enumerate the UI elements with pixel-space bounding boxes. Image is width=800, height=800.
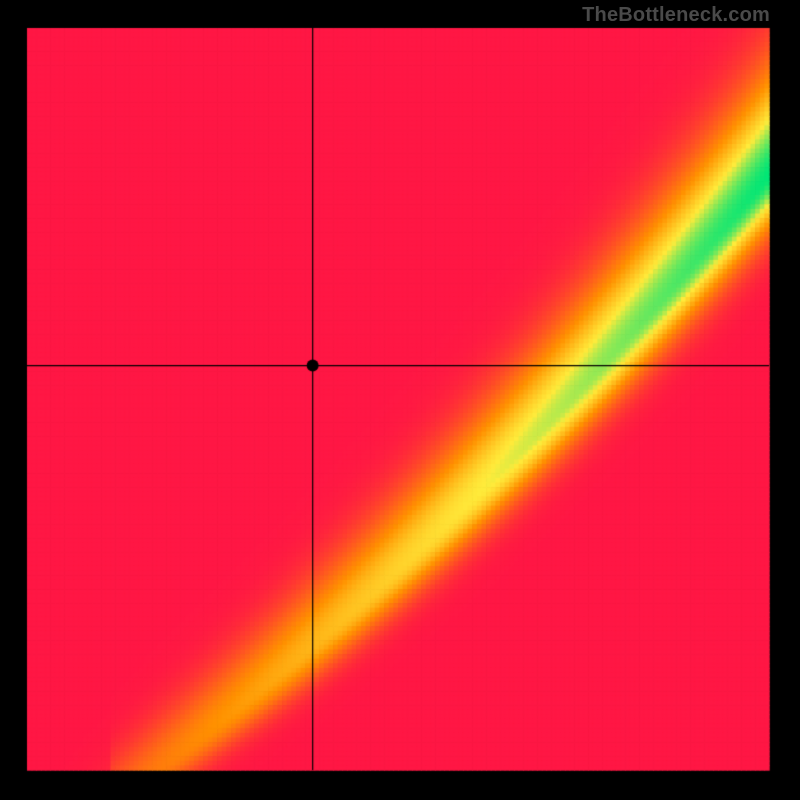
watermark-text: TheBottleneck.com xyxy=(582,4,770,27)
heatmap-canvas xyxy=(0,0,800,800)
chart-frame: TheBottleneck.com xyxy=(0,0,800,800)
